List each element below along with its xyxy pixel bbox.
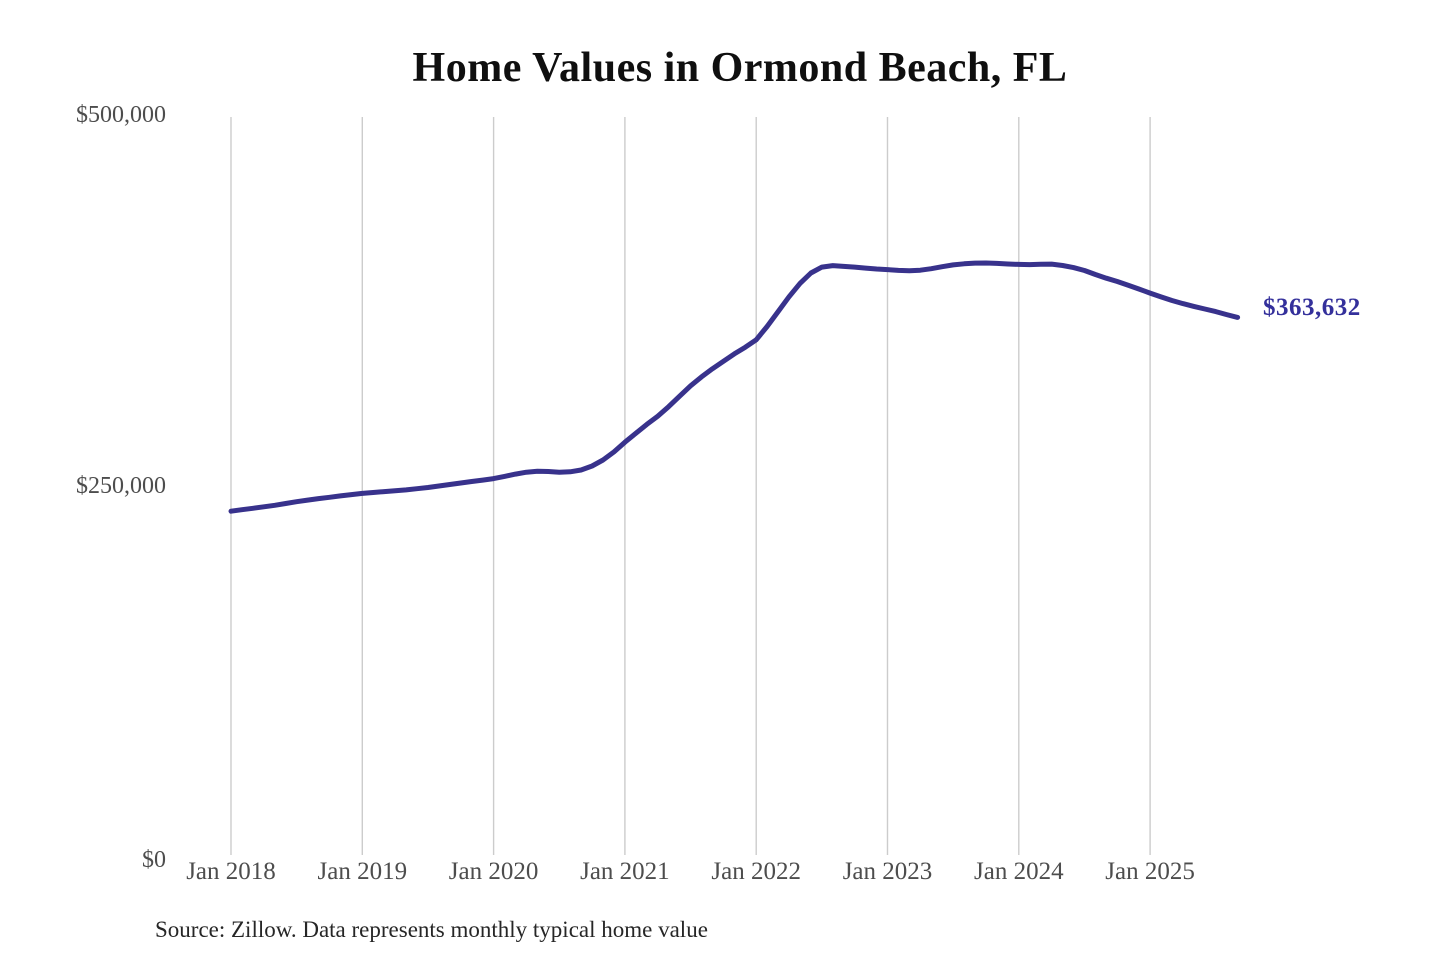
y-tick-label: $250,000 (76, 473, 166, 499)
chart-title: Home Values in Ormond Beach, FL (412, 45, 1068, 91)
x-tick-label: Jan 2022 (711, 858, 801, 885)
x-tick-label: Jan 2019 (317, 858, 408, 885)
y-tick-label: $500,000 (76, 102, 166, 128)
home-value-line-series (228, 260, 1241, 514)
latest-value-label: $363,632 (1263, 294, 1361, 321)
x-tick-label: Jan 2020 (448, 858, 539, 885)
x-tick-label: Jan 2023 (842, 858, 933, 885)
x-tick-label: Jan 2018 (186, 858, 276, 885)
y-tick-label: $0 (142, 847, 166, 873)
x-tick-label: Jan 2025 (1105, 858, 1195, 885)
x-tick-label: Jan 2024 (974, 858, 1064, 885)
x-tick-label: Jan 2021 (580, 858, 670, 885)
source-note: Source: Zillow. Data represents monthly … (155, 917, 708, 942)
